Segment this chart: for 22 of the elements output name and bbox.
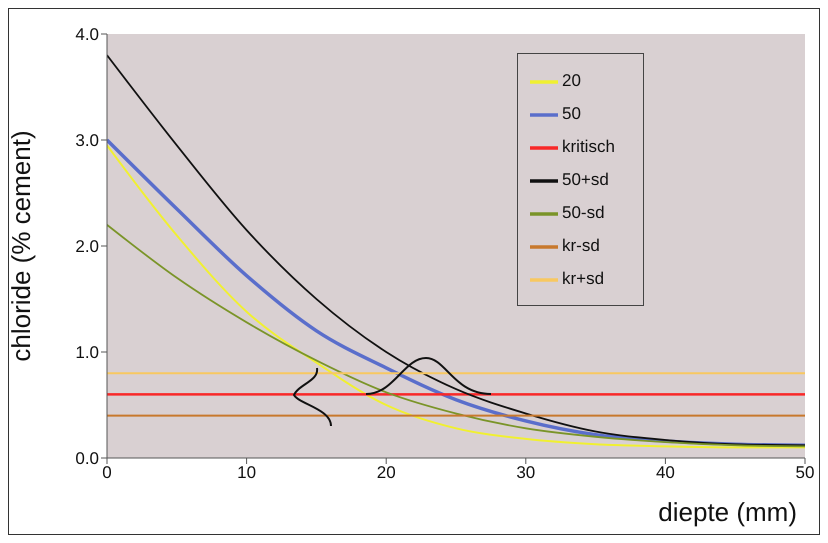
legend-label: 20 xyxy=(562,71,581,90)
y-tick-label: 2.0 xyxy=(75,237,99,256)
line-series xyxy=(107,224,805,448)
x-tick-label: 50 xyxy=(796,463,814,482)
legend-label: 50 xyxy=(562,104,581,123)
y-axis-title: chloride (% cement) xyxy=(6,130,36,362)
x-tick-label: 20 xyxy=(376,463,396,482)
x-tick-label: 10 xyxy=(237,463,256,482)
legend-label: 50-sd xyxy=(562,203,605,222)
y-tick-label: 3.0 xyxy=(75,131,99,150)
y-tick-label: 0.0 xyxy=(75,449,99,468)
line-series xyxy=(107,54,805,446)
legend-label: kritisch xyxy=(562,137,615,156)
x-axis-title: diepte (mm) xyxy=(658,497,797,528)
legend-label: kr+sd xyxy=(562,269,604,288)
x-tick-label: 30 xyxy=(516,463,536,482)
x-tick-label: 40 xyxy=(656,463,675,482)
legend-label: kr-sd xyxy=(562,236,600,255)
y-tick-label: 4.0 xyxy=(75,25,99,44)
legend-label: 50+sd xyxy=(562,170,609,189)
y-tick-label: 1.0 xyxy=(75,343,99,362)
x-tick-label: 0 xyxy=(102,463,112,482)
